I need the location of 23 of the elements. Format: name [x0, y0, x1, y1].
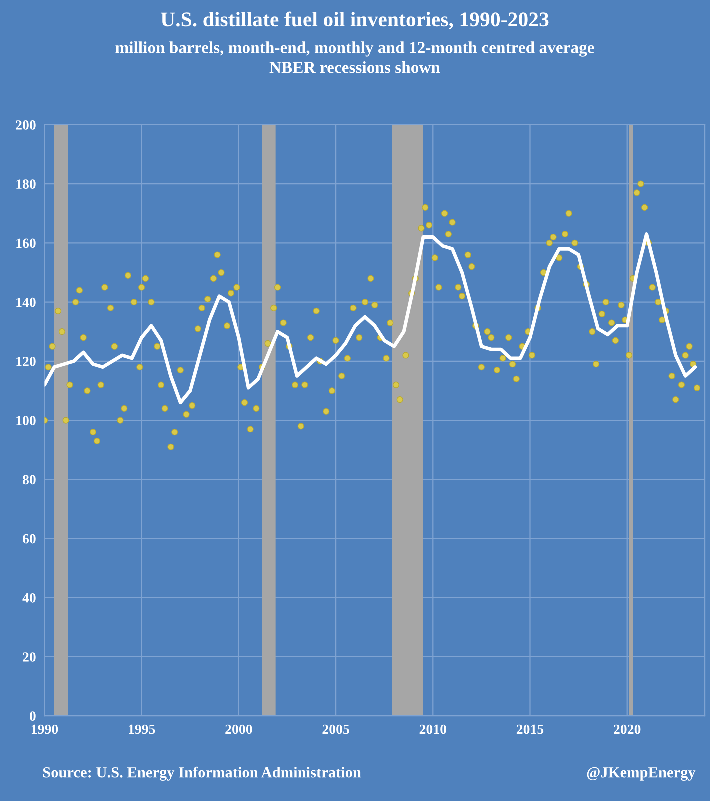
chart-subtitle: million barrels, month-end, monthly and 12-month centred average NBER recessions shown — [116, 42, 594, 74]
y-tick-label: 80 — [22, 475, 36, 485]
line-series — [44, 232, 698, 405]
x-tick-label: 2010 — [420, 724, 446, 734]
y-tick-label: 160 — [16, 238, 36, 248]
y-tick-label: 40 — [22, 593, 36, 603]
x-tick-label: 2000 — [226, 724, 252, 734]
source-note: Source: U.S. Energy Information Administration — [43, 766, 362, 781]
x-tick-label: 2005 — [322, 724, 350, 734]
x-tick-label: 1990 — [32, 724, 58, 734]
x-tick-label: 1995 — [129, 724, 156, 734]
x-tick-label: 2020 — [614, 724, 641, 734]
y-tick-label: 0 — [30, 712, 36, 722]
y-tick-label: 100 — [16, 416, 36, 426]
y-tick-label: 20 — [23, 652, 36, 662]
y-tick-label: 140 — [16, 298, 36, 308]
text: @JKempEnergy — [587, 767, 696, 781]
y-tick-label: 200 — [16, 120, 36, 130]
chart-title: U.S. distillate fuel oil inventories, 1990-2023 — [161, 12, 549, 30]
x-tick-label: 2015 — [516, 724, 544, 734]
y-tick-label: 60 — [22, 534, 36, 544]
y-tick-label: 180 — [16, 180, 36, 190]
y-tick-label: 120 — [16, 356, 36, 366]
